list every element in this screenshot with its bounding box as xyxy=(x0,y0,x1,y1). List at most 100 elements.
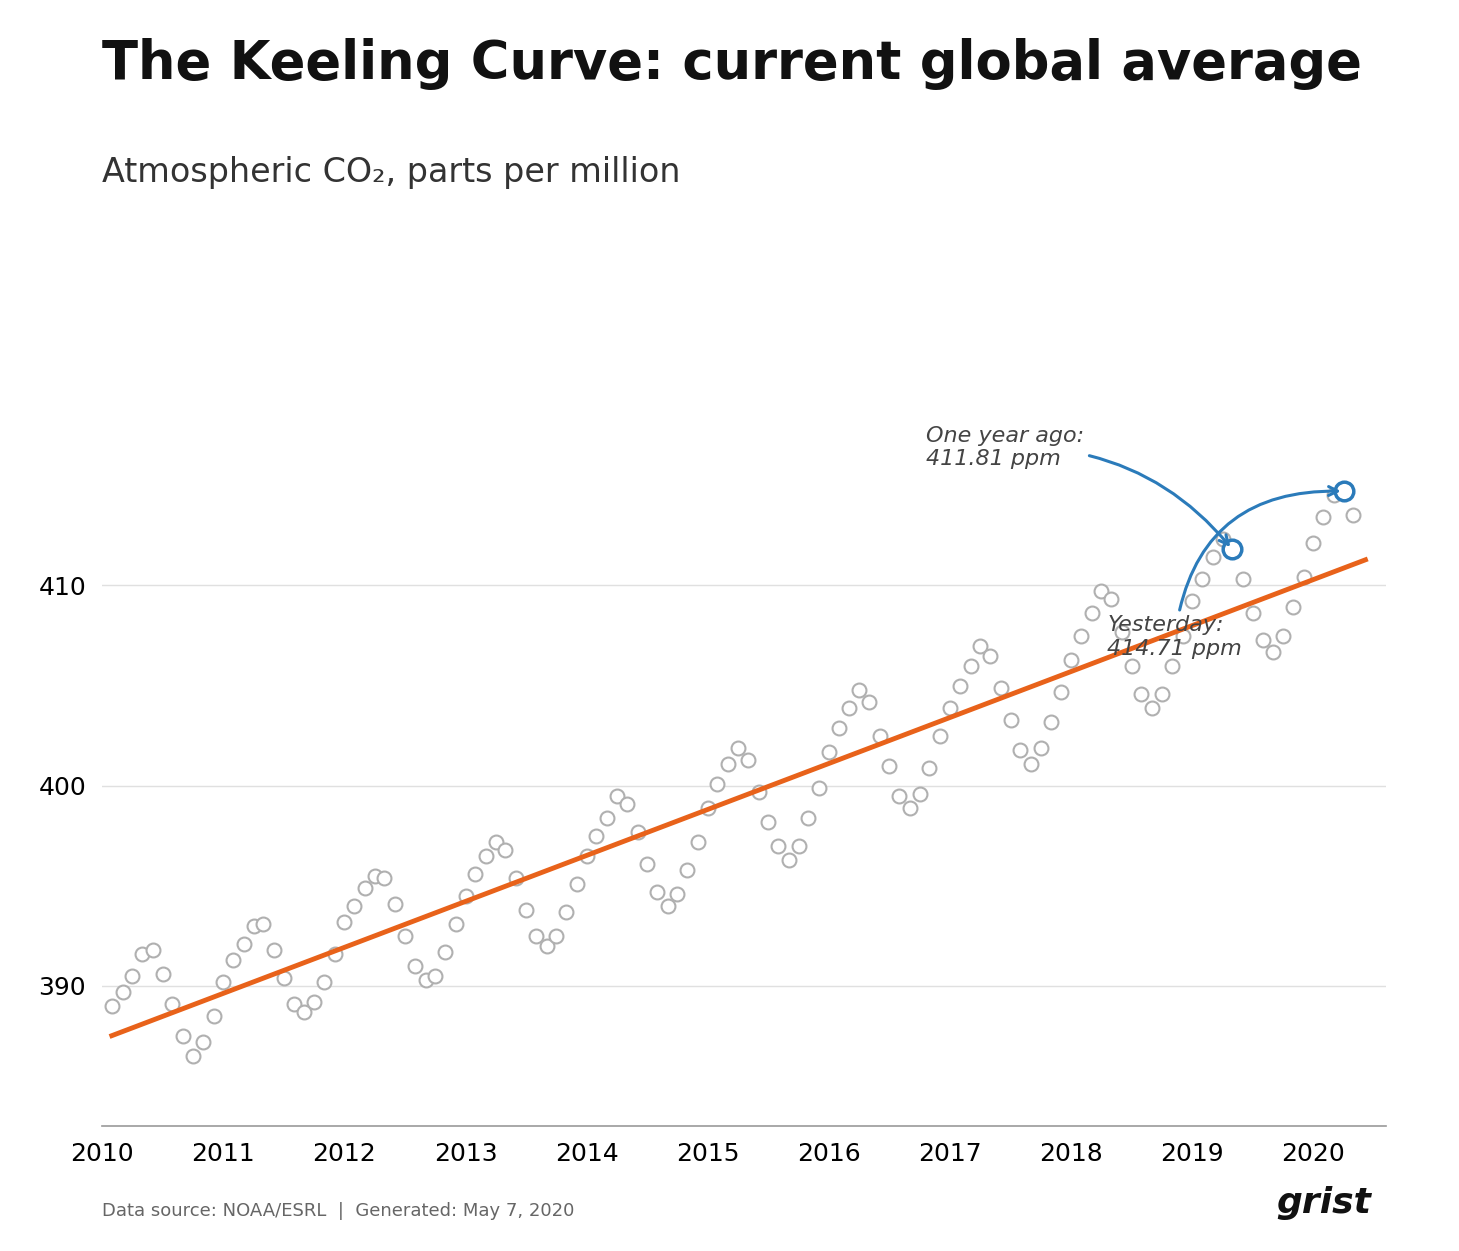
Point xyxy=(807,778,830,798)
Point xyxy=(142,940,165,960)
Point xyxy=(999,709,1023,729)
Point xyxy=(626,822,649,842)
Point xyxy=(605,786,629,806)
Point xyxy=(222,950,245,970)
Point xyxy=(1121,656,1144,676)
Point xyxy=(848,679,871,699)
Point xyxy=(1008,739,1032,759)
Point xyxy=(474,846,498,866)
Point xyxy=(293,1002,317,1022)
Point xyxy=(544,926,568,946)
Point xyxy=(384,893,407,913)
Point xyxy=(766,836,789,856)
Point xyxy=(1281,598,1304,618)
Point xyxy=(363,866,387,886)
Point xyxy=(887,786,910,806)
Point xyxy=(735,749,759,769)
Point xyxy=(1332,482,1355,502)
Point xyxy=(464,863,487,883)
Point xyxy=(778,849,801,869)
Point xyxy=(263,940,286,960)
Point xyxy=(423,966,446,986)
Point xyxy=(959,656,982,676)
Point xyxy=(1059,649,1083,669)
Point xyxy=(251,913,274,933)
Point xyxy=(1191,569,1214,589)
Point xyxy=(343,896,366,916)
Point xyxy=(1141,698,1164,718)
Point xyxy=(454,886,477,906)
Point xyxy=(130,943,153,963)
Point xyxy=(524,926,547,946)
Point xyxy=(899,798,922,818)
Point xyxy=(575,846,598,866)
Point xyxy=(928,726,951,746)
Text: The Keeling Curve: current global average: The Keeling Curve: current global averag… xyxy=(102,38,1363,90)
Text: One year ago:
411.81 ppm: One year ago: 411.81 ppm xyxy=(926,427,1228,544)
Point xyxy=(645,882,668,902)
Point xyxy=(1322,485,1345,505)
Point xyxy=(686,832,709,852)
Point xyxy=(657,896,680,916)
Text: grist: grist xyxy=(1277,1186,1371,1220)
Point xyxy=(757,812,781,832)
Point xyxy=(1221,539,1245,559)
Point xyxy=(1201,548,1224,568)
Point xyxy=(1090,582,1113,602)
Point xyxy=(585,826,608,846)
Point xyxy=(1080,603,1103,623)
Point xyxy=(372,868,395,888)
Point xyxy=(160,993,184,1013)
Point xyxy=(858,692,881,712)
Point xyxy=(282,993,305,1013)
Point xyxy=(433,942,457,962)
Point xyxy=(1332,482,1355,502)
Point xyxy=(938,698,961,718)
Point xyxy=(121,966,144,986)
Text: Data source: NOAA/ESRL  |  Generated: May 7, 2020: Data source: NOAA/ESRL | Generated: May … xyxy=(102,1202,575,1220)
Text: Yesterday:
414.71 ppm: Yesterday: 414.71 ppm xyxy=(1107,487,1338,659)
Point xyxy=(827,718,851,738)
Point xyxy=(969,636,992,656)
Point xyxy=(322,943,346,963)
Point xyxy=(554,902,578,922)
Point xyxy=(907,783,931,803)
Point xyxy=(152,963,175,983)
Point xyxy=(172,1026,196,1046)
Point xyxy=(505,868,528,888)
Point xyxy=(493,839,516,859)
Point xyxy=(394,926,417,946)
Point xyxy=(1029,738,1052,758)
Point xyxy=(191,1032,214,1052)
Point xyxy=(948,676,972,696)
Point xyxy=(1293,568,1316,588)
Point xyxy=(989,678,1013,698)
Point xyxy=(312,972,336,992)
Point xyxy=(1050,682,1074,702)
Point xyxy=(403,956,426,976)
Point xyxy=(181,1046,204,1066)
Point xyxy=(444,913,467,933)
Point xyxy=(1342,505,1366,525)
Point xyxy=(1211,529,1234,549)
Point xyxy=(101,996,124,1016)
Point xyxy=(665,883,689,903)
Text: Atmospheric CO₂, parts per million: Atmospheric CO₂, parts per million xyxy=(102,156,681,189)
Point xyxy=(333,912,356,932)
Point xyxy=(797,808,820,828)
Point xyxy=(1129,683,1153,703)
Point xyxy=(1262,642,1285,662)
Point xyxy=(201,1006,225,1026)
Point xyxy=(1301,533,1325,553)
Point xyxy=(636,853,659,873)
Point xyxy=(353,878,376,898)
Point xyxy=(232,933,255,953)
Point xyxy=(535,936,559,956)
Point xyxy=(1250,629,1274,649)
Point xyxy=(242,916,266,936)
Point xyxy=(1020,753,1043,773)
Point xyxy=(1069,626,1093,646)
Point xyxy=(1221,539,1245,559)
Point xyxy=(1160,656,1183,676)
Point xyxy=(979,646,1002,666)
